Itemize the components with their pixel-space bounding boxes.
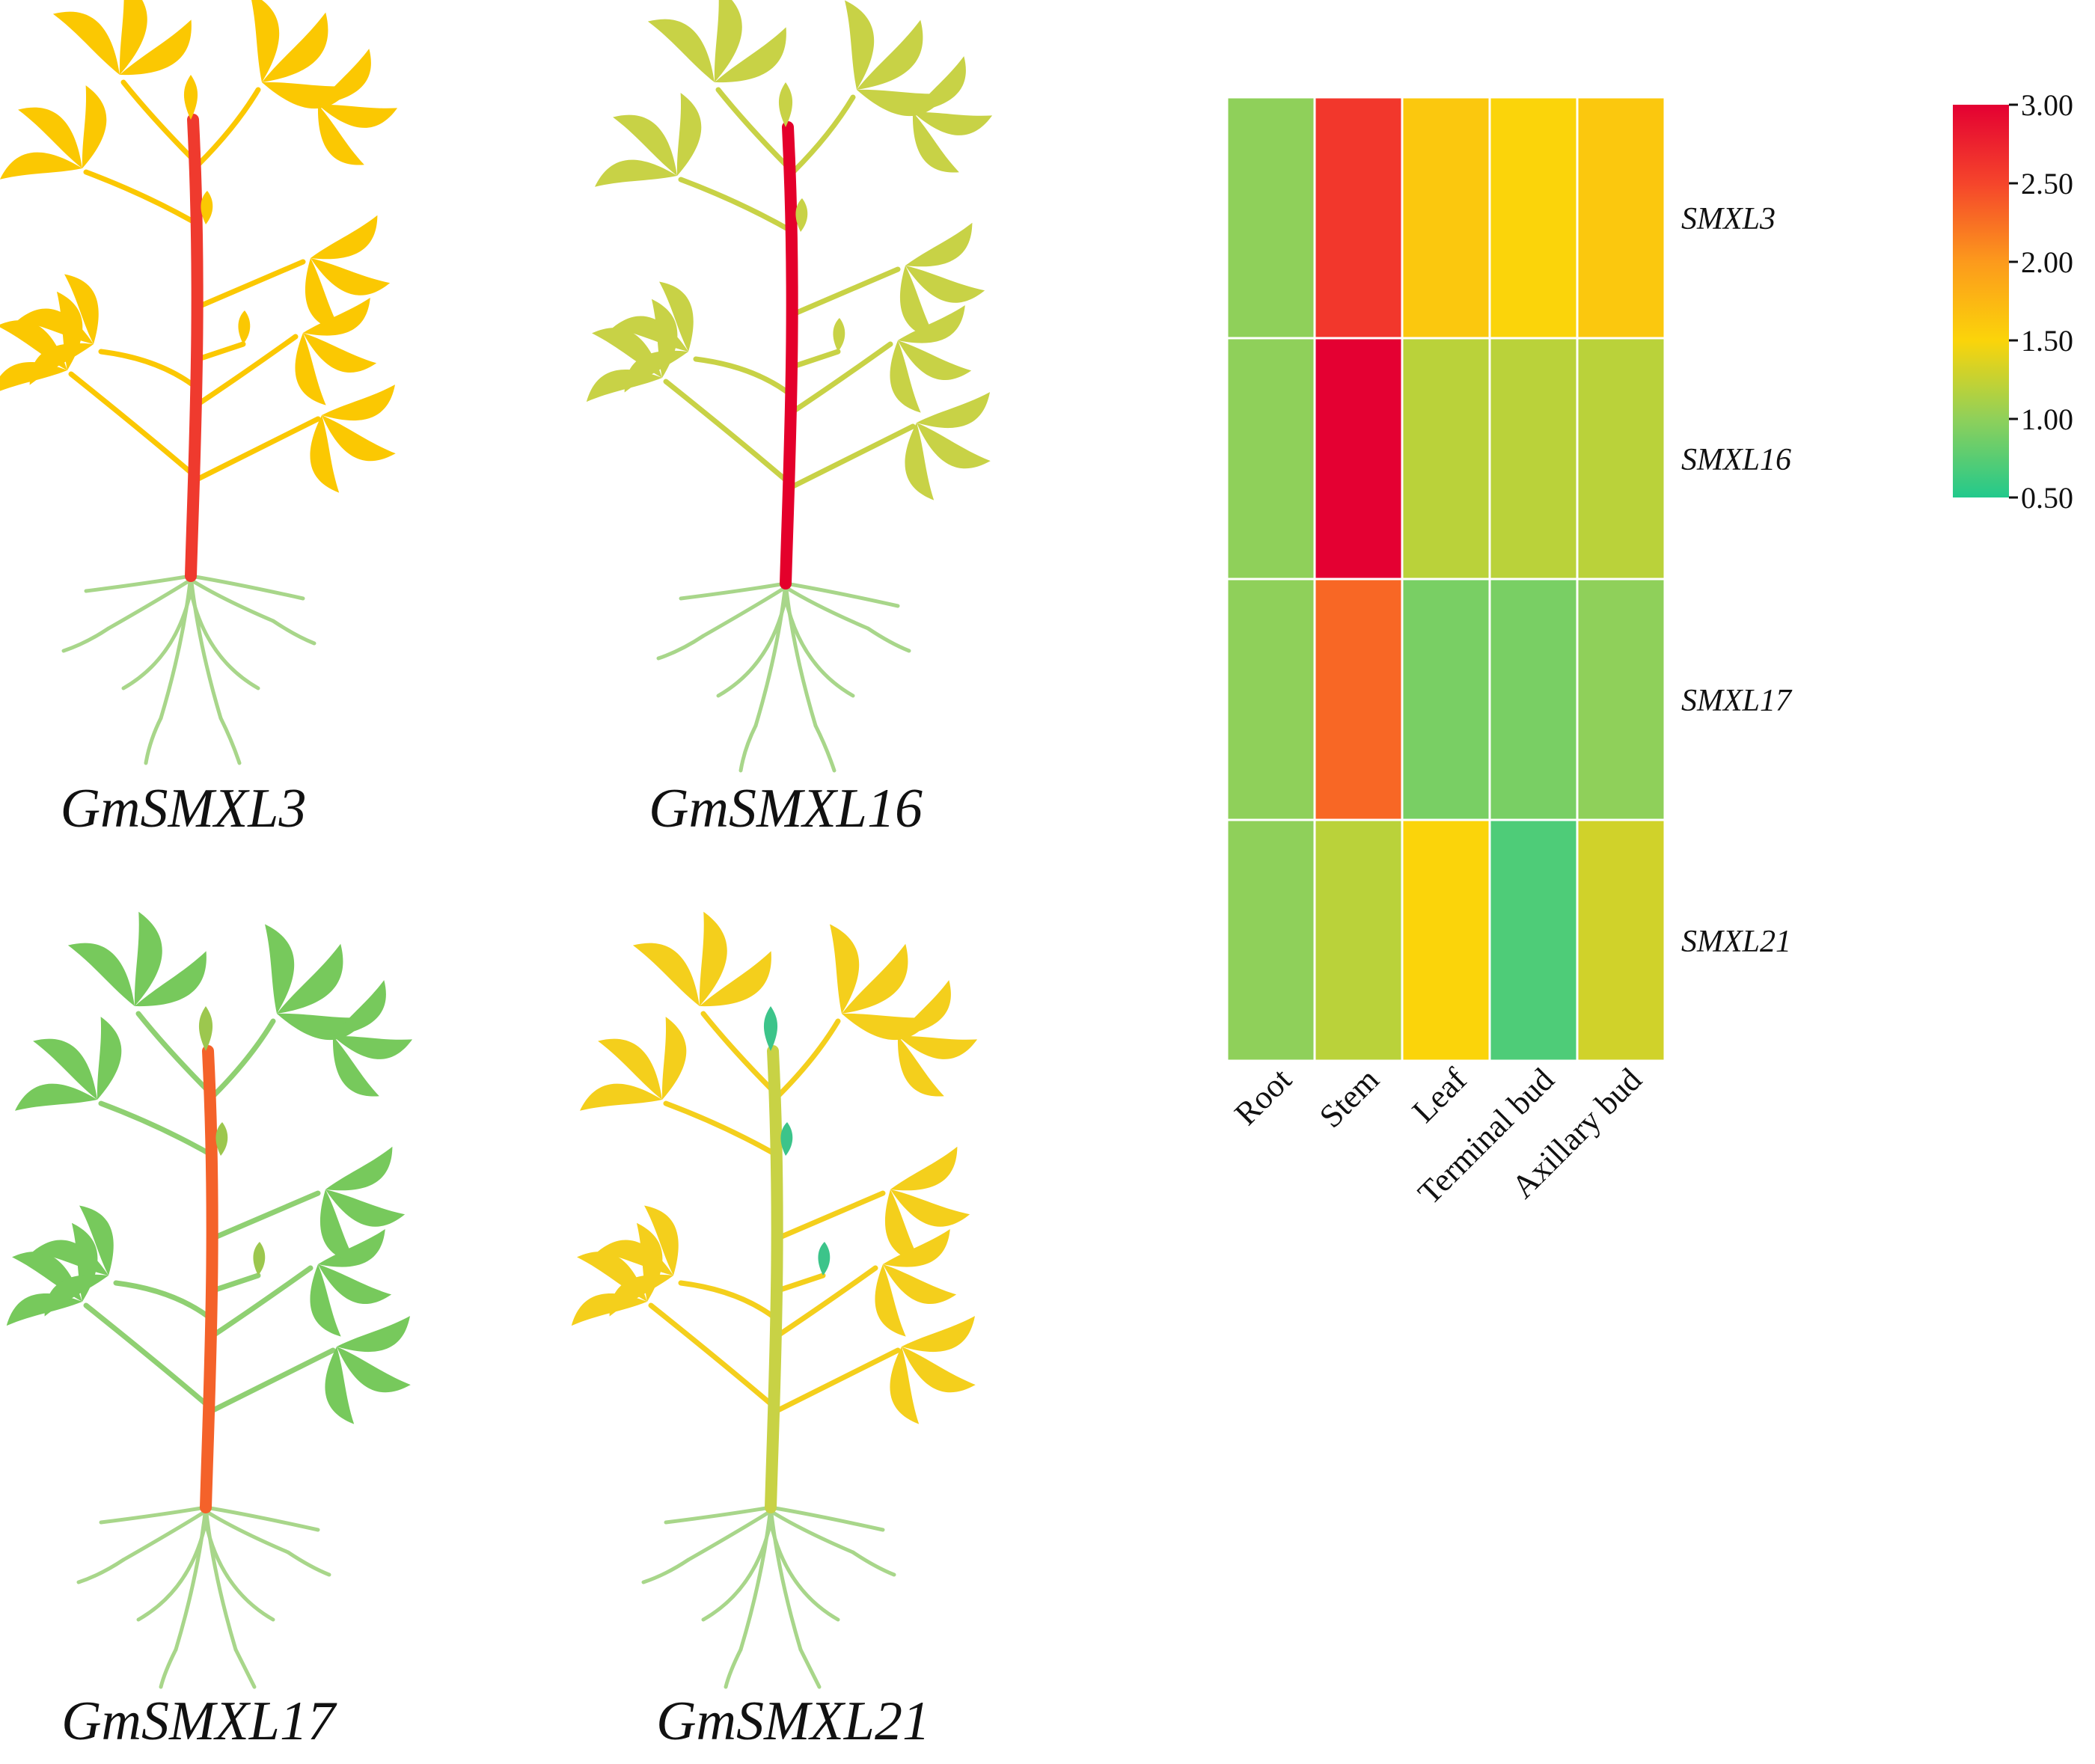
row-label: SMXL21 [1681,925,1791,959]
column-label: Root [1227,1061,1298,1132]
heatmap [1226,96,1666,1062]
heatmap-cell-SMXL21-Terminal-bud [1488,818,1579,1062]
column-label: Leaf [1405,1061,1474,1130]
heatmap-cell-SMXL3-Stem [1313,96,1404,340]
heatmap-cell-SMXL17-Leaf [1401,578,1491,821]
plant-leaves [0,0,415,503]
heatmap-cell-SMXL3-Axillary-bud [1576,96,1666,340]
plant-illustration-1: GmSMXL3 [0,0,415,839]
heatmap-cell-SMXL3-Leaf [1401,96,1491,340]
plant-stem [200,1045,218,1513]
plant-shoots [763,1006,831,1275]
plant-label: GmSMXL21 [656,1691,930,1752]
plant-roots [656,581,911,773]
plant-stem [765,1045,783,1513]
colorbar-tick-label: 3.00 [2021,88,2073,122]
heatmap-cell-SMXL17-Stem [1313,578,1404,821]
heatmap-cell-SMXL21-Root [1226,818,1316,1062]
colorbar-tick-label: 2.00 [2021,245,2073,279]
plant-label: GmSMXL3 [61,778,307,839]
plant-shoots [183,75,251,344]
heatmap-cell-SMXL21-Stem [1313,818,1404,1062]
colorbar-tick-label: 2.50 [2021,167,2073,200]
column-label: Stem [1312,1061,1386,1135]
row-label: SMXL17 [1681,684,1793,718]
plant-illustration-3: GmSMXL17 [0,892,429,1752]
heatmap-cell-SMXL3-Terminal-bud [1488,96,1579,340]
colorbar-tick-label: 1.50 [2021,324,2073,358]
plant-branches [83,1011,336,1413]
row-label: SMXL16 [1681,443,1791,477]
heatmap-cell-SMXL16-Stem [1313,337,1404,581]
heatmap-cell-SMXL16-Leaf [1401,337,1491,581]
plant-branches [663,87,916,489]
plant-shoots [778,82,845,352]
heatmap-cell-SMXL17-Terminal-bud [1488,578,1579,821]
heatmap-cell-SMXL17-Root [1226,578,1316,821]
heatmap-row-labels: SMXL3 SMXL16 SMXL17 SMXL21 [1681,202,1793,959]
plant-roots [61,574,316,765]
heatmap-cell-SMXL17-Axillary-bud [1576,578,1666,821]
plant-roots [641,1505,896,1689]
plant-illustration-2: GmSMXL16 [576,0,1009,839]
plant-roots [76,1505,331,1689]
plant-illustration-4: GmSMXL21 [561,892,994,1752]
heatmap-cell-SMXL16-Root [1226,337,1316,581]
heatmap-cell-SMXL3-Root [1226,96,1316,340]
colorbar-tick-label: 0.50 [2021,481,2073,515]
plant-stem [780,121,798,589]
plant-label: GmSMXL17 [61,1691,337,1752]
colorbar-tick-label: 1.00 [2021,402,2073,436]
heatmap-cell-SMXL21-Leaf [1401,818,1491,1062]
colorbar-gradient [1953,105,2009,497]
heatmap-cell-SMXL21-Axillary-bud [1576,818,1666,1062]
colorbar: 3.00 2.50 2.00 1.50 1.00 0.50 [1953,88,2073,515]
plant-shoots [198,1006,266,1275]
row-label: SMXL3 [1681,202,1776,236]
plant-branches [68,79,321,482]
heatmap-cell-SMXL16-Terminal-bud [1488,337,1579,581]
heatmap-cell-SMXL16-Axillary-bud [1576,337,1666,581]
plant-stem [185,114,204,582]
plant-label: GmSMXL16 [649,778,923,839]
plant-branches [648,1011,901,1413]
